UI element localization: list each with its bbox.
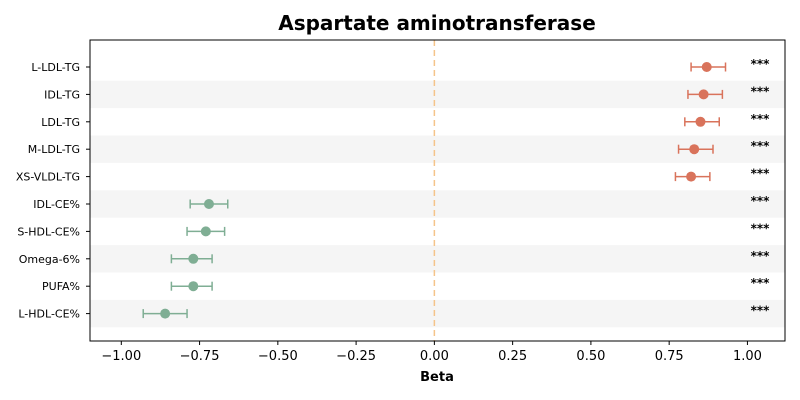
- chart-title: Aspartate aminotransferase: [278, 11, 596, 35]
- point-estimate: [689, 144, 700, 155]
- y-tick-label: S-HDL-CE%: [17, 225, 80, 238]
- plot-frame: [89, 39, 786, 342]
- point-estimate: [160, 308, 171, 319]
- x-tick-label: −1.00: [101, 349, 141, 364]
- row-marks: ***: [186, 221, 771, 237]
- y-tick-label: PUFA%: [42, 280, 80, 293]
- significance-label: ***: [751, 249, 771, 263]
- y-tick-label: LDL-TG: [41, 116, 80, 129]
- data-marks: *** *** *** *** *** *** *** *** *** ***: [142, 57, 771, 319]
- x-tick-label: −0.50: [258, 349, 298, 364]
- x-tick-label: 0.50: [576, 349, 605, 364]
- point-estimate: [695, 116, 706, 127]
- significance-label: ***: [751, 194, 771, 208]
- row-bands: [90, 80, 785, 328]
- row-band: [90, 135, 785, 163]
- x-tick-label: 0.75: [655, 349, 684, 364]
- significance-label: ***: [751, 112, 771, 126]
- y-tick-label: L-HDL-CE%: [18, 308, 80, 321]
- significance-label: ***: [751, 57, 771, 71]
- y-tick-label: Omega-6%: [19, 253, 80, 266]
- row-marks: ***: [690, 57, 771, 72]
- row-marks: ***: [170, 276, 771, 292]
- row-marks: ***: [142, 304, 771, 319]
- row-marks: ***: [687, 84, 771, 100]
- y-tick-label: L-LDL-TG: [31, 61, 80, 74]
- point-estimate: [188, 253, 199, 264]
- point-estimate: [200, 226, 211, 237]
- significance-label: ***: [751, 276, 771, 290]
- y-tick-label: IDL-TG: [44, 88, 80, 101]
- x-axis-ticks: −1.00 −0.75 −0.50 −0.25 0.00 0.25 0.50 0.75 1.00: [101, 341, 762, 364]
- x-tick-label: 0.00: [420, 349, 449, 364]
- y-axis-ticks: L-LDL-TG IDL-TG LDL-TG M-LDL-TG XS-VLDL-TG ID…: [16, 61, 90, 321]
- point-estimate: [701, 62, 712, 72]
- row-marks: ***: [189, 194, 771, 209]
- x-axis-label: Beta: [420, 370, 454, 385]
- x-tick-label: 0.25: [498, 349, 527, 364]
- row-band: [90, 80, 785, 109]
- x-tick-label: −0.25: [336, 349, 376, 364]
- point-estimate: [203, 199, 214, 209]
- y-tick-label: M-LDL-TG: [28, 143, 80, 156]
- row-marks: ***: [170, 249, 771, 264]
- significance-label: ***: [751, 139, 771, 153]
- y-tick-label: IDL-CE%: [33, 198, 80, 211]
- x-tick-label: 1.00: [733, 349, 762, 364]
- row-marks: ***: [684, 112, 771, 127]
- point-estimate: [686, 171, 697, 182]
- significance-label: ***: [751, 221, 771, 235]
- significance-label: ***: [751, 84, 771, 98]
- point-estimate: [188, 281, 199, 292]
- significance-label: ***: [751, 304, 771, 318]
- significance-label: ***: [751, 167, 771, 181]
- row-marks: ***: [677, 139, 771, 155]
- y-tick-label: XS-VLDL-TG: [16, 171, 80, 184]
- row-band: [90, 299, 785, 328]
- x-tick-label: −0.75: [180, 349, 220, 364]
- row-marks: ***: [674, 167, 771, 182]
- point-estimate: [698, 89, 709, 100]
